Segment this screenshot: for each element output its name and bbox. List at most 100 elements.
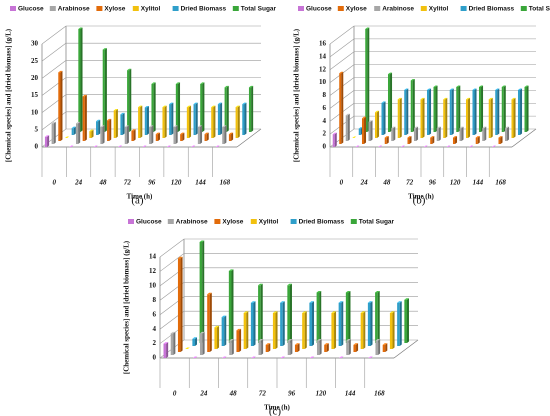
bar-side: [290, 339, 293, 355]
bar-top: [118, 145, 123, 147]
bar-top: [272, 311, 278, 313]
bar: [107, 120, 110, 141]
bar: [391, 128, 394, 141]
bar-side: [129, 68, 132, 132]
bar-top: [384, 136, 389, 138]
bar-top: [222, 356, 227, 358]
bar-top: [475, 136, 480, 138]
legend-swatch: [167, 219, 174, 224]
x-tick-label: 48: [382, 179, 391, 187]
x-tick-label: 96: [429, 179, 437, 187]
bar: [407, 137, 410, 144]
bar: [511, 99, 514, 138]
bar-top: [221, 315, 227, 318]
bar-top: [426, 88, 432, 90]
bar: [374, 112, 378, 138]
bar-top: [345, 291, 351, 293]
legend-label: Arabinose: [58, 6, 90, 13]
bar-top: [488, 97, 493, 100]
bar: [459, 128, 462, 141]
bar: [287, 340, 291, 355]
bar: [192, 338, 196, 346]
bar: [345, 115, 348, 141]
bar: [170, 333, 174, 355]
bar-top: [131, 129, 136, 131]
bar: [404, 299, 407, 343]
x-tick-label: 168: [495, 179, 506, 187]
bar: [430, 137, 433, 144]
bar: [207, 294, 210, 352]
bar-top: [222, 125, 227, 127]
bar: [353, 344, 357, 352]
bar: [127, 70, 130, 132]
legend-label: Xylose: [222, 219, 243, 226]
grid-line: [329, 25, 355, 45]
bar-side: [386, 136, 389, 144]
bar-side: [289, 283, 292, 343]
bar-side: [209, 292, 212, 352]
bar-side: [220, 102, 223, 135]
x-tick-label: 0: [52, 179, 56, 187]
bar-side: [507, 126, 510, 141]
bar-side: [275, 311, 278, 349]
y-tick-label: 10: [149, 281, 157, 289]
x-tick-label: 168: [220, 179, 231, 187]
bar-top: [352, 136, 357, 138]
bar: [199, 333, 203, 355]
bar-side: [244, 102, 247, 135]
bar-top: [214, 325, 220, 328]
bar-top: [144, 106, 149, 108]
bar-side: [189, 105, 192, 138]
bar-top: [235, 105, 240, 108]
y-tick-label: 10: [319, 78, 327, 86]
legend-label: Xylitol: [259, 219, 279, 226]
bar-top: [459, 126, 464, 129]
bar-top: [374, 110, 380, 113]
bar-side: [461, 126, 464, 141]
bar-top: [51, 121, 56, 124]
bar: [151, 83, 154, 132]
bar: [382, 344, 386, 352]
bar-top: [339, 356, 344, 358]
bar-top: [456, 85, 461, 87]
legend-label: Xylose: [104, 6, 125, 13]
bar-side: [157, 132, 160, 141]
bar: [177, 258, 181, 352]
bar: [175, 83, 179, 132]
bar-side: [392, 311, 395, 349]
bar-side: [104, 48, 107, 132]
bar-top: [316, 291, 322, 293]
bar-side: [173, 331, 176, 355]
bar: [420, 99, 423, 138]
bar: [272, 312, 276, 349]
y-tick-label: 2: [153, 339, 157, 347]
bar-top: [495, 88, 500, 90]
bar: [302, 312, 305, 349]
bar-top: [217, 102, 223, 105]
bar: [235, 107, 238, 138]
bar-top: [501, 85, 506, 87]
bar-top: [170, 331, 176, 334]
y-tick-label: 8: [323, 91, 327, 99]
bar: [71, 128, 74, 135]
bar-side: [319, 291, 322, 343]
bar-top: [446, 145, 451, 147]
bar-top: [78, 27, 83, 29]
bar-top: [211, 105, 216, 108]
bar-top: [107, 118, 112, 121]
y-tick-label: 14: [319, 52, 327, 60]
bar-top: [236, 328, 242, 331]
bar-side: [370, 301, 373, 346]
bar-side: [312, 301, 315, 346]
legend-swatch: [214, 219, 221, 224]
bar-top: [378, 145, 383, 147]
bar-top: [430, 136, 435, 138]
bar-side: [326, 343, 329, 352]
bar-side: [378, 339, 381, 355]
bar-top: [250, 301, 256, 303]
bar-top: [199, 331, 205, 334]
legend-label: Arabinose: [382, 6, 414, 13]
bar-side: [53, 121, 56, 144]
bar-top: [173, 125, 178, 127]
bar: [452, 137, 456, 144]
